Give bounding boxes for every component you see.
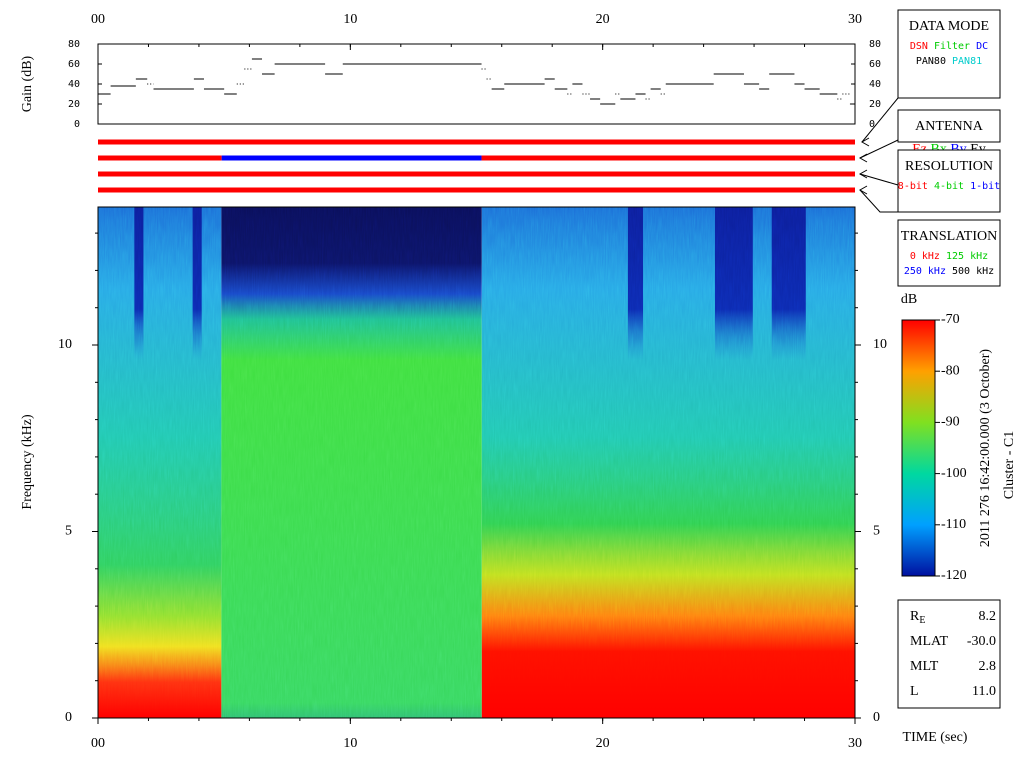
legend-word: DSN — [910, 41, 928, 52]
info-value: 8.2 — [979, 609, 997, 624]
y-tick-label: 0 — [65, 710, 72, 725]
arrow-head — [858, 185, 868, 195]
arrow-head — [858, 169, 868, 179]
y-tick-label: 20 — [869, 99, 881, 110]
legend-word: 500 kHz — [952, 266, 994, 277]
info-value: 2.8 — [979, 659, 997, 674]
legend-word: PAN81 — [952, 56, 982, 67]
caption-spacecraft: Cluster - C1 — [1002, 431, 1017, 499]
legend-word: 250 kHz — [904, 266, 946, 277]
info-value: -30.0 — [967, 634, 996, 649]
legend-word: MLAT — [910, 634, 949, 649]
legend-word: 1-bit — [970, 181, 1000, 192]
connector — [859, 173, 899, 186]
arrow-head — [858, 153, 868, 163]
info-label: L — [910, 684, 919, 699]
y-tick-label: 20 — [68, 99, 80, 110]
colorbar-label: dB — [901, 292, 917, 307]
colorbar-tick-label: -90 — [941, 415, 960, 430]
legend-line: 8-bit 4-bit 1-bit — [898, 181, 1000, 192]
y-axis-label: Frequency (kHz) — [20, 414, 35, 510]
arrow-head — [860, 137, 870, 147]
legend-word: PAN80 — [916, 56, 946, 67]
y-tick-label: 80 — [869, 39, 881, 50]
y-tick-label: 0 — [873, 710, 880, 725]
legend-box-title: DATA MODE — [909, 19, 989, 34]
colorbar — [901, 319, 936, 577]
noise-texture — [98, 207, 855, 718]
legend-line: 250 kHz 500 kHz — [904, 266, 994, 277]
legend-line: DSN Filter DC — [910, 41, 988, 52]
y-tick-label: 80 — [68, 39, 80, 50]
legend-box-title: ANTENNA — [915, 119, 984, 134]
y-tick-label: 10 — [58, 337, 72, 352]
y-tick-label: 60 — [869, 59, 881, 70]
y-tick-label: 5 — [873, 524, 880, 539]
legend-word: R — [910, 609, 920, 624]
y-axis-label: Gain (dB) — [20, 55, 35, 112]
caption-date: 2011 276 16:42:00.000 (3 October) — [978, 349, 993, 548]
x-axis-label: TIME (sec) — [903, 730, 968, 745]
legend-word: Filter — [934, 41, 970, 52]
legend-box — [897, 149, 1001, 213]
x-tick-label: 20 — [596, 12, 610, 27]
connector — [859, 139, 899, 159]
legend-word: 125 kHz — [946, 251, 988, 262]
colorbar-tick-label: -100 — [941, 466, 967, 481]
y-tick-label: 40 — [869, 79, 881, 90]
x-tick-label: 30 — [848, 12, 862, 27]
info-value: 11.0 — [972, 684, 996, 699]
x-tick-label: 30 — [848, 736, 862, 751]
y-tick-label: 40 — [68, 79, 80, 90]
colorbar-tick-label: -110 — [941, 517, 966, 532]
x-tick-label: 10 — [343, 736, 357, 751]
legend-word: 4-bit — [934, 181, 964, 192]
legend-word: 0 kHz — [910, 251, 940, 262]
x-tick-label: 00 — [91, 12, 105, 27]
y-tick-label: 5 — [65, 524, 72, 539]
legend-box — [897, 219, 1001, 287]
colorbar-tick-label: -70 — [941, 312, 960, 327]
connector — [861, 97, 899, 143]
legend-word: L — [910, 684, 919, 699]
plot-frame — [97, 206, 856, 719]
colorbar-tick-label: -120 — [941, 568, 967, 583]
legend-box — [897, 9, 1001, 99]
legend-word: E — [919, 615, 925, 626]
connector — [859, 189, 898, 213]
spectrogram-image — [98, 207, 855, 718]
x-tick-label: 10 — [343, 12, 357, 27]
colorbar-tick-label: -80 — [941, 363, 960, 378]
legend-line: 0 kHz 125 kHz — [910, 251, 988, 262]
info-label: MLAT — [910, 634, 949, 649]
legend-box-title: TRANSLATION — [901, 229, 997, 244]
legend-word: 8-bit — [898, 181, 928, 192]
x-tick-label: 20 — [596, 736, 610, 751]
info-label: RE — [910, 609, 925, 626]
y-tick-label: 0 — [74, 119, 80, 130]
y-tick-label: 0 — [869, 119, 875, 130]
legend-word: DC — [976, 41, 988, 52]
y-tick-label: 60 — [68, 59, 80, 70]
plot-frame — [97, 43, 856, 125]
legend-box — [897, 109, 1001, 143]
legend-word: MLT — [910, 659, 939, 674]
info-label: MLT — [910, 659, 939, 674]
x-tick-label: 00 — [91, 736, 105, 751]
legend-box-title: RESOLUTION — [905, 159, 993, 174]
info-box — [897, 599, 1001, 709]
y-tick-label: 10 — [873, 337, 887, 352]
legend-line: PAN80 PAN81 — [916, 56, 982, 67]
